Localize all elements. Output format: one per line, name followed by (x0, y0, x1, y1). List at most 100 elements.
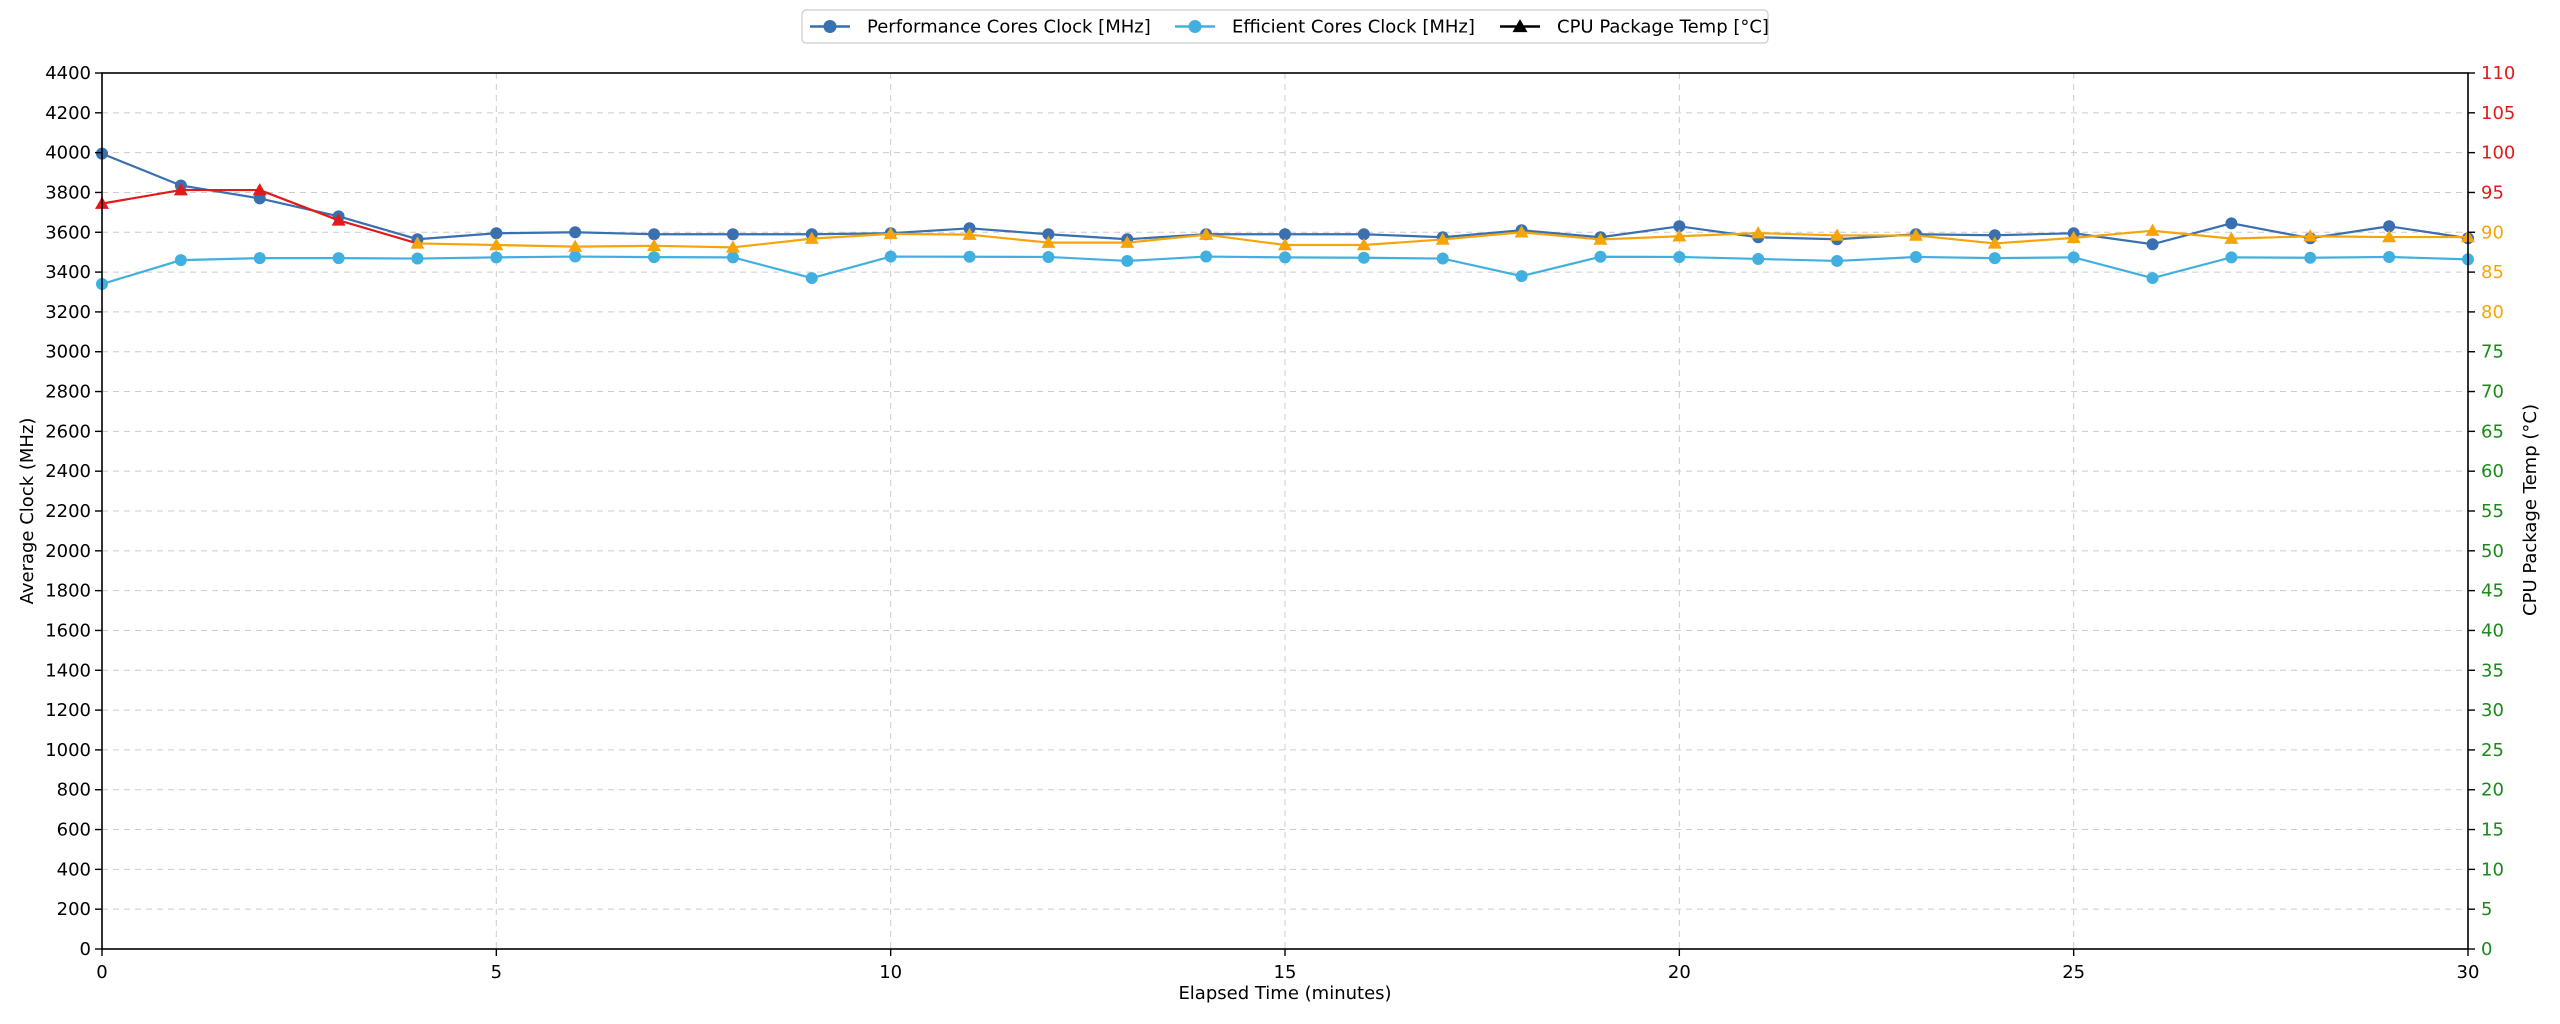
temp-line-segment (1521, 231, 1601, 241)
y-tick-label: 600 (57, 820, 91, 841)
temp-line-segment (2310, 235, 2390, 239)
temp-point (489, 238, 504, 251)
y-tick-label: 3600 (45, 222, 91, 243)
temp-point (647, 238, 662, 252)
temp-line-segment (259, 189, 339, 222)
grid (102, 73, 2468, 949)
performance-point (2146, 238, 2159, 251)
temp-point (1120, 235, 1135, 248)
y2-tick-label: 0 (2481, 939, 2492, 960)
temp-point (2224, 231, 2239, 244)
temp-point (1356, 238, 1371, 251)
x-tick-label: 5 (491, 962, 502, 983)
temp-line-segment (338, 219, 418, 245)
y-tick-label: 4400 (45, 63, 91, 84)
efficient-point (805, 272, 818, 285)
series-layer (95, 147, 2475, 291)
temp-line-segment (101, 188, 182, 205)
temp-point (1751, 226, 1766, 239)
efficient-point (2067, 251, 2080, 264)
efficient-point (332, 252, 345, 265)
performance-point (1988, 229, 2001, 242)
efficient-point (1594, 250, 1607, 263)
temp-point (883, 226, 898, 240)
y-tick-label: 2000 (45, 541, 91, 562)
y-tick-label: 4000 (45, 143, 91, 164)
temp-line-segment (1758, 231, 1838, 237)
y-tick-label: 200 (57, 899, 91, 920)
y-tick-label: 3400 (45, 262, 91, 283)
efficient-point (2304, 251, 2317, 264)
legend-marker-triangle (1512, 19, 1528, 33)
temp-line-segment (417, 242, 497, 247)
y-tick-label: 4200 (45, 103, 91, 124)
performance-point (569, 226, 582, 239)
x-tick-label: 0 (96, 962, 107, 983)
temp-line-segment (1205, 233, 1286, 247)
legend-marker-circle (823, 20, 837, 33)
performance-point (253, 192, 266, 205)
efficient-point (1357, 251, 1370, 264)
x-tick-label: 25 (2062, 962, 2085, 983)
y2-tick-label: 40 (2481, 620, 2504, 641)
temp-point (1041, 235, 1056, 248)
y2-tick-label: 85 (2481, 262, 2504, 283)
x-tick-label: 15 (1274, 962, 1297, 983)
performance-point (1673, 220, 1686, 233)
efficient-point (1673, 250, 1686, 263)
y2-tick-label: 70 (2481, 382, 2504, 403)
y-tick-label: 2400 (45, 461, 91, 482)
temp-line-segment (969, 233, 1049, 244)
y2-tick-label: 30 (2481, 700, 2504, 721)
y-tick-label: 1000 (45, 740, 91, 761)
temp-point (1278, 238, 1292, 251)
y-tick-label: 2800 (45, 382, 91, 403)
x-tick-label: 30 (2457, 962, 2480, 983)
efficient-point (411, 252, 424, 265)
performance-point (1042, 228, 1055, 241)
y2-tick-label: 45 (2481, 581, 2504, 602)
temp-point (2145, 223, 2160, 236)
y2-tick-label: 90 (2481, 222, 2504, 243)
y2-tick-label: 80 (2481, 302, 2504, 323)
performance-point (2225, 217, 2238, 230)
performance-point (726, 228, 739, 241)
y-tick-label: 3800 (45, 182, 91, 203)
efficient-point (963, 250, 976, 263)
temp-point (1435, 232, 1450, 245)
temp-point (804, 231, 819, 244)
temp-point (1593, 232, 1608, 245)
efficient-point (1752, 252, 1765, 265)
y-tick-label: 3000 (45, 342, 91, 363)
efficient-point (1436, 252, 1449, 265)
temp-point (1672, 229, 1687, 242)
performance-point (2383, 220, 2396, 233)
temp-line-segment (654, 244, 733, 249)
temp-point (173, 183, 188, 196)
temp-point (725, 240, 740, 253)
efficient-point (1988, 252, 2001, 265)
temp-point (962, 227, 977, 240)
y-tick-label: 0 (80, 939, 91, 960)
y2-tick-label: 5 (2481, 899, 2492, 920)
y-tick-label: 1400 (45, 660, 91, 681)
y-axis-title: Average Clock (MHz) (17, 418, 38, 605)
temp-line-segment (1442, 231, 1522, 241)
efficient-point (1909, 250, 1922, 263)
temp-line-segment (2152, 229, 2232, 240)
y2-tick-label: 55 (2481, 501, 2504, 522)
temp-point (2066, 230, 2081, 244)
y-tick-label: 800 (57, 780, 91, 801)
temp-point (2382, 230, 2397, 243)
x-tick-label: 10 (879, 962, 902, 983)
temp-point (331, 213, 346, 226)
efficient-point (1831, 254, 1844, 267)
efficient-point (726, 251, 739, 264)
y2-tick-label: 105 (2481, 103, 2515, 124)
efficient-point (569, 250, 582, 263)
y2-tick-label: 15 (2481, 820, 2504, 841)
temp-point (1830, 228, 1845, 241)
legend-label: Performance Cores Clock [MHz] (867, 17, 1151, 38)
temp-point (1908, 228, 1923, 241)
